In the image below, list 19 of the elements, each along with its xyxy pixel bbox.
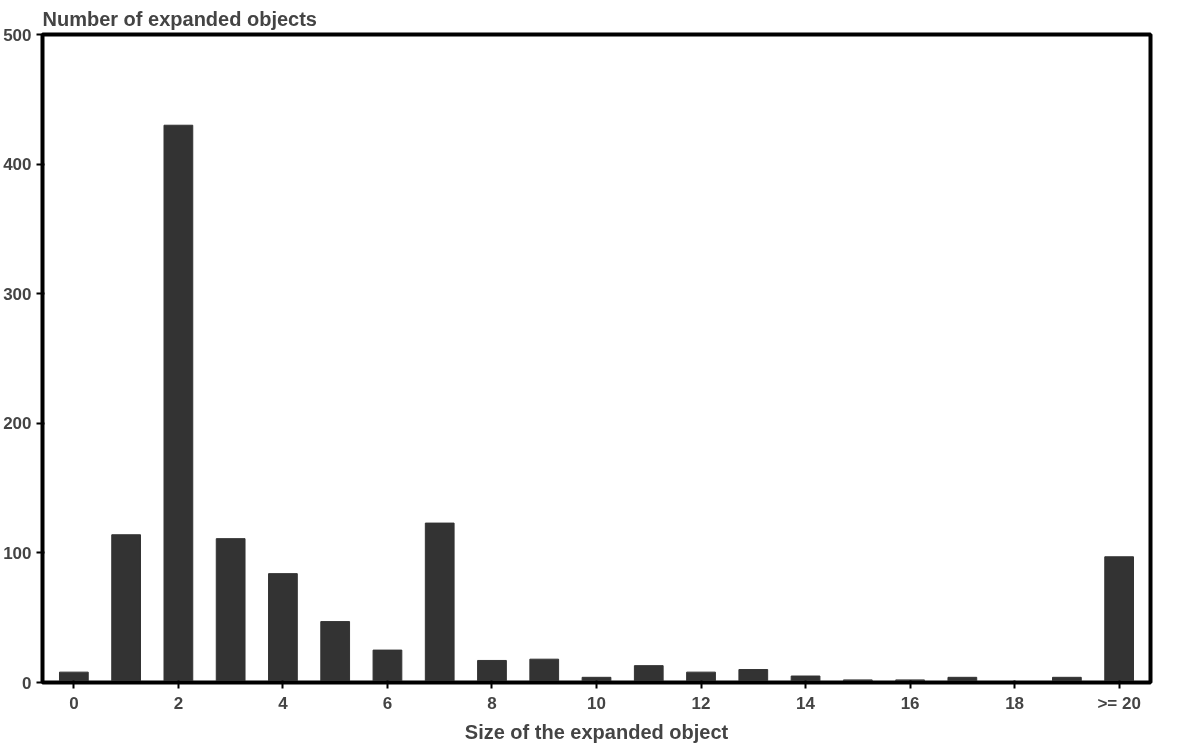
- x-tick-label: 0: [69, 693, 79, 713]
- x-tick-label: >= 20: [1097, 693, 1141, 713]
- y-tick-label: 400: [3, 155, 32, 175]
- x-tick-label: 18: [1005, 693, 1025, 713]
- x-tick-label: 2: [173, 693, 184, 713]
- y-tick-label: 100: [3, 543, 32, 563]
- y-axis-title: Number of expanded objects: [42, 7, 317, 30]
- x-tick-label: 10: [587, 693, 606, 713]
- x-tick-label: 14: [796, 693, 816, 713]
- y-tick-label: 500: [3, 25, 32, 45]
- x-tick-label: 12: [691, 693, 711, 713]
- x-tick-label: 8: [487, 693, 497, 713]
- x-axis-title: Size of the expanded object: [464, 720, 729, 743]
- x-tick-label: 16: [900, 693, 920, 713]
- y-tick-label: 200: [3, 414, 32, 434]
- x-tick-label: 4: [278, 693, 289, 713]
- y-tick-label: 0: [22, 673, 32, 693]
- x-tick-label: 6: [382, 693, 393, 713]
- y-tick-label: 300: [3, 284, 32, 304]
